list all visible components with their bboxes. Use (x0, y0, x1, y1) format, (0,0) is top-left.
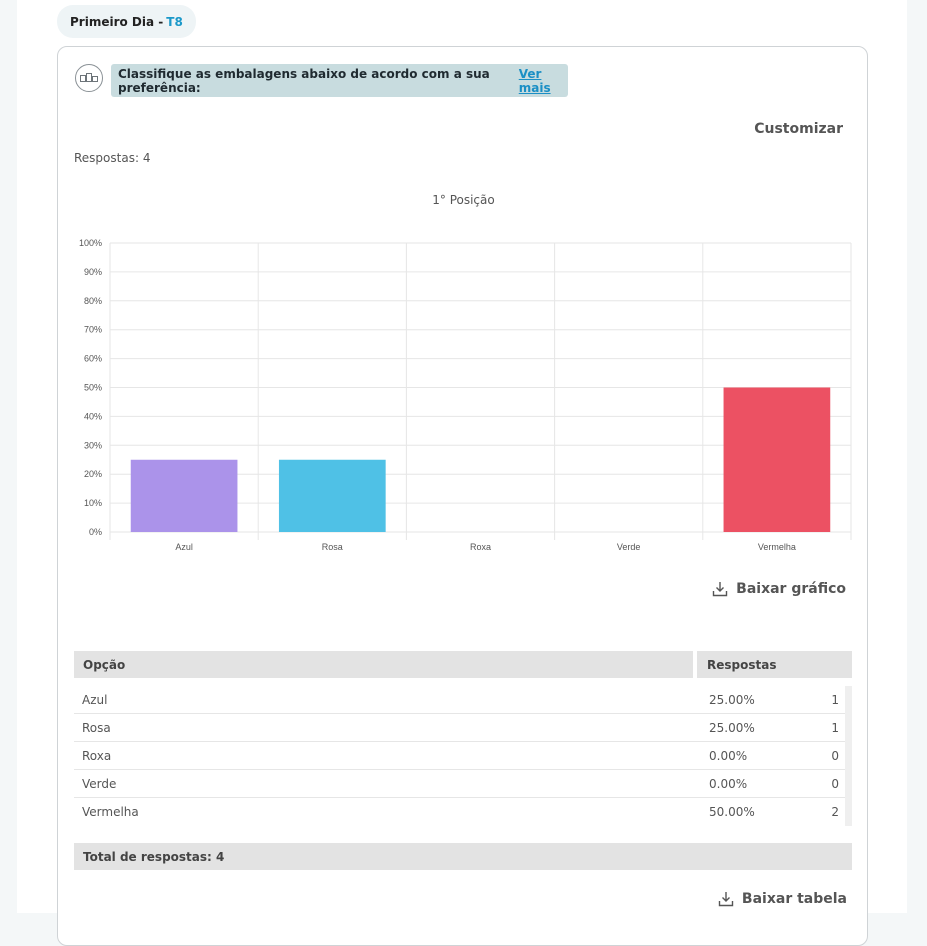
question-text: Classifique as embalagens abaixo de acor… (118, 66, 490, 95)
row-percent: 0.00% (709, 776, 748, 791)
row-percent: 25.00% (709, 720, 755, 735)
row-percent: 50.00% (709, 805, 755, 819)
customize-button[interactable]: Customizar (754, 121, 843, 137)
bar-chart: 0% 10% 20% 30% 40% 50% 60% 70% 80% 90% 100% Azul Ros… (79, 238, 852, 552)
row-count: 0 (831, 776, 839, 791)
question-card: Classifique as embalagens abaixo de acor… (57, 46, 868, 946)
y-tick-label: 10% (84, 498, 102, 508)
y-tick-label: 40% (84, 411, 102, 421)
download-table-label: Baixar tabela (741, 891, 847, 907)
total-responses: Total de respostas: 4 (74, 843, 852, 870)
x-tick-label: Azul (175, 542, 193, 552)
row-option: Verde (82, 776, 117, 791)
y-tick-label: 30% (84, 440, 102, 450)
y-tick-label: 80% (84, 296, 102, 306)
day-tab-code: T8 (166, 14, 183, 29)
row-option: Vermelha (82, 805, 139, 819)
y-tick-label: 60% (84, 354, 102, 364)
x-tick-label: Roxa (470, 542, 491, 552)
download-chart-label: Baixar gráfico (736, 581, 846, 597)
bar-vermelha (723, 387, 831, 532)
x-tick-label: Verde (617, 542, 641, 552)
table-row: Roxa 0.00% 0 (74, 742, 846, 770)
row-count: 1 (831, 692, 839, 707)
row-percent: 25.00% (709, 692, 755, 707)
table-body: Azul 25.00% 1 Rosa 25.00% 1 Roxa 0.00% 0… (74, 686, 846, 826)
chart-title: 1° Posição (432, 193, 495, 207)
x-tick-label: Rosa (322, 542, 343, 552)
table-row: Vermelha 50.00% 2 (74, 798, 846, 826)
ranking-icon (75, 64, 103, 92)
header-responses: Respostas (697, 651, 852, 678)
y-tick-label: 20% (84, 469, 102, 479)
y-tick-label: 50% (84, 383, 102, 393)
bar-azul (130, 459, 238, 532)
row-percent: 0.00% (709, 748, 748, 763)
table-row: Verde 0.00% 0 (74, 770, 846, 798)
table-row: Azul 25.00% 1 (74, 686, 846, 714)
table-row: Rosa 25.00% 1 (74, 714, 846, 742)
download-icon (712, 582, 728, 597)
x-tick-label: Vermelha (758, 542, 796, 552)
row-count: 1 (831, 720, 839, 735)
y-tick-label: 90% (84, 267, 102, 277)
bar-rosa (278, 459, 386, 532)
question-banner: Classifique as embalagens abaixo de acor… (111, 64, 568, 97)
day-tab-label: Primeiro Dia - (70, 14, 164, 29)
download-table-button[interactable]: Baixar tabela (718, 891, 847, 907)
row-option: Azul (82, 692, 108, 707)
header-option: Opção (74, 651, 693, 678)
y-tick-label: 70% (84, 325, 102, 335)
table-scrollbar[interactable] (845, 686, 852, 826)
table-header: Opção Respostas (74, 651, 852, 678)
row-option: Rosa (82, 720, 111, 735)
download-icon (718, 892, 734, 907)
y-tick-label: 100% (79, 238, 102, 248)
download-chart-button[interactable]: Baixar gráfico (712, 581, 846, 597)
see-more-link[interactable]: Ver mais (518, 66, 551, 95)
y-tick-label: 0% (89, 527, 102, 537)
row-option: Roxa (82, 748, 112, 763)
row-count: 0 (831, 748, 839, 763)
responses-count: Respostas: 4 (74, 151, 151, 165)
row-count: 2 (831, 805, 839, 819)
day-tab[interactable]: Primeiro Dia - T8 (57, 5, 196, 38)
